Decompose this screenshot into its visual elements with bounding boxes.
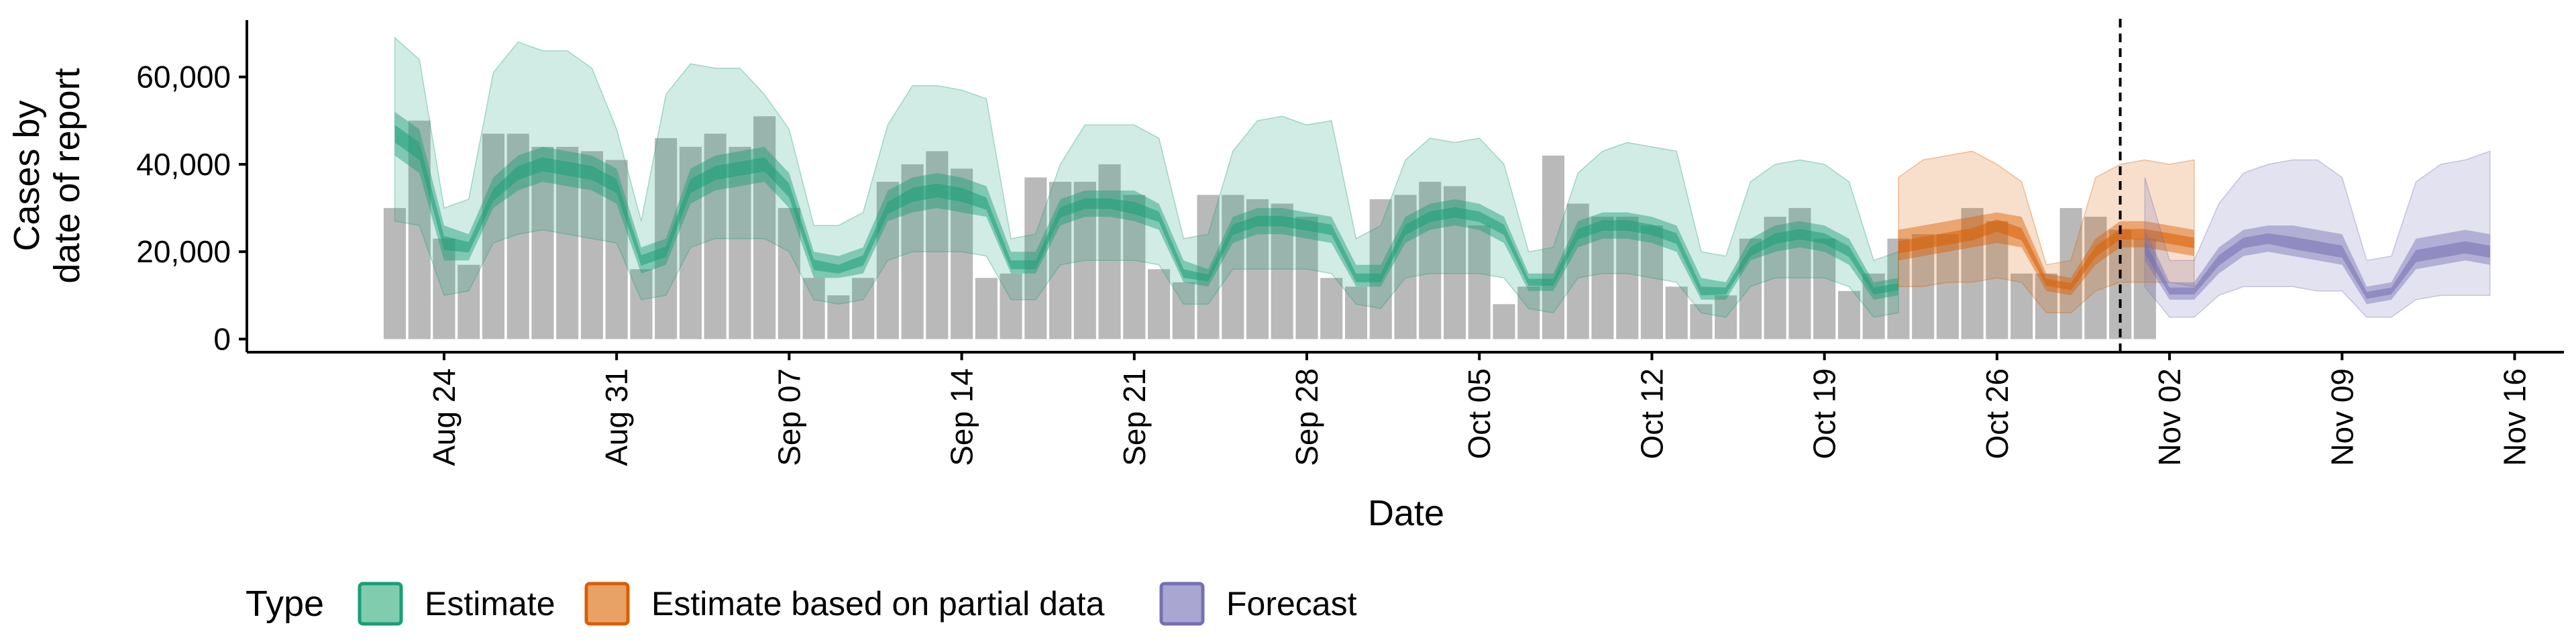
estimate-ribbon-50 xyxy=(394,111,1898,300)
case-bar xyxy=(777,208,800,339)
y-tick-label: 40,000 xyxy=(136,147,231,182)
x-tick-label: Oct 26 xyxy=(1980,368,2015,460)
case-bar xyxy=(975,278,998,339)
case-bar xyxy=(556,146,579,339)
x-tick-label: Nov 16 xyxy=(2498,368,2532,466)
case-bar xyxy=(1172,282,1195,339)
case-bar xyxy=(1000,273,1022,339)
estimate-ribbon-20 xyxy=(394,125,1898,296)
x-tick-label: Nov 02 xyxy=(2152,368,2187,466)
x-axis-title: Date xyxy=(1368,493,1444,533)
legend-label-estimate: Estimate xyxy=(425,585,555,623)
estimate-ribbon-90 xyxy=(394,36,1899,318)
case-bar xyxy=(1616,217,1639,339)
x-tick-label: Nov 09 xyxy=(2324,368,2359,466)
case-bar xyxy=(1123,195,1146,339)
case-bar xyxy=(383,208,406,339)
y-tick-label: 0 xyxy=(213,321,231,356)
x-tick-label: Sep 28 xyxy=(1289,368,1324,466)
case-bar xyxy=(1419,182,1442,339)
case-bar xyxy=(482,133,504,339)
case-bar xyxy=(458,264,480,339)
legend: Type Estimate Estimate based on partial … xyxy=(246,582,1357,626)
y-axis-title-line-2: date of report xyxy=(47,68,87,283)
forecast-ribbon-20 xyxy=(2145,233,2490,299)
case-bar xyxy=(1098,164,1121,339)
case-bar xyxy=(1640,225,1663,339)
legend-key-estimate xyxy=(358,582,403,626)
estimate-based-on-partial-data-ribbon-20 xyxy=(1898,219,2194,290)
case-bar xyxy=(2084,217,2107,339)
y-axis-title: Cases by date of report xyxy=(7,68,87,283)
x-tick-label: Sep 21 xyxy=(1117,368,1152,466)
case-bar xyxy=(1837,290,1860,339)
y-axis-ticks: 0 20,000 40,000 60,000 xyxy=(136,60,247,356)
legend-label-partial: Estimate based on partial data xyxy=(651,585,1105,623)
case-bar xyxy=(1295,217,1318,339)
case-bar xyxy=(1369,199,1392,339)
case-bar xyxy=(1936,234,1959,339)
case-bar xyxy=(1148,269,1171,339)
case-bar xyxy=(1320,278,1343,339)
y-tick-label: 20,000 xyxy=(136,234,231,269)
legend-key-forecast xyxy=(1159,582,1205,626)
case-bar xyxy=(1591,217,1614,339)
legend-label-forecast: Forecast xyxy=(1226,585,1357,623)
legend-key-partial xyxy=(584,582,630,626)
x-tick-label: Oct 19 xyxy=(1807,368,1842,460)
case-bar xyxy=(1517,286,1540,339)
case-bars xyxy=(383,116,2156,339)
case-bar xyxy=(1986,221,2008,339)
x-tick-label: Sep 07 xyxy=(771,368,806,466)
case-bar xyxy=(1542,155,1564,339)
case-bar xyxy=(1394,195,1417,339)
case-bar xyxy=(1566,203,1589,339)
forecast-ribbon-50 xyxy=(2145,225,2490,305)
case-bar xyxy=(531,146,554,339)
case-bar xyxy=(802,278,825,339)
legend-title: Type xyxy=(246,584,324,624)
x-tick-label: Oct 05 xyxy=(1462,368,1497,460)
case-bar xyxy=(729,146,751,339)
x-tick-label: Oct 12 xyxy=(1634,368,1669,460)
case-bar xyxy=(926,151,949,339)
case-bar xyxy=(1493,304,1515,339)
case-bar xyxy=(1912,234,1935,339)
y-axis-title-line-1: Cases by xyxy=(7,100,47,251)
case-bar xyxy=(655,138,678,339)
case-bar xyxy=(827,295,850,339)
case-bar xyxy=(1813,238,1836,339)
x-tick-label: Aug 31 xyxy=(599,368,634,466)
x-tick-label: Sep 14 xyxy=(945,368,979,466)
axes xyxy=(246,20,2564,354)
y-tick-label: 60,000 xyxy=(136,60,231,95)
x-tick-label: Aug 24 xyxy=(427,368,462,466)
case-bar xyxy=(1690,304,1713,339)
case-bar xyxy=(433,238,455,339)
case-bar xyxy=(630,269,653,339)
case-bar xyxy=(1468,225,1491,339)
x-axis-ticks: Aug 24 Aug 31 Sep 07 Sep 14 Sep 21 Sep 28 Oct … xyxy=(427,352,2532,466)
case-bar xyxy=(1222,195,1244,339)
case-bar xyxy=(1024,177,1047,339)
case-bar xyxy=(1345,286,1368,339)
case-bar xyxy=(753,116,776,339)
case-bar xyxy=(1862,273,1885,339)
case-bar xyxy=(852,278,875,339)
case-bar xyxy=(1665,286,1688,339)
case-bar xyxy=(2010,273,2033,339)
case-bar xyxy=(1715,295,1737,339)
